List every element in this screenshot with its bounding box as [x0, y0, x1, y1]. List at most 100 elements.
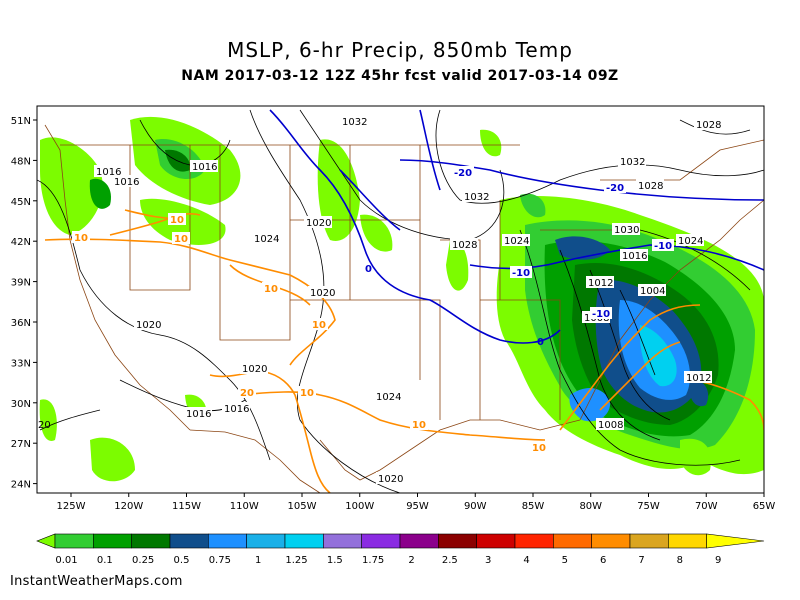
legend-label: 3 — [485, 555, 491, 566]
lat-tick-label: 27N — [11, 439, 31, 450]
lon-tick-label: 65W — [753, 501, 776, 512]
legend-box — [668, 533, 707, 549]
isobar-label: 1028 — [452, 240, 477, 251]
legend-label: 0.01 — [55, 555, 77, 566]
legend-arrow-right — [706, 533, 765, 549]
legend-label: 1.75 — [362, 555, 384, 566]
lon-tick-label: 100W — [345, 501, 374, 512]
isobar-label: 1008 — [598, 420, 623, 431]
isobar-label: 1028 — [638, 181, 663, 192]
legend-box — [208, 533, 247, 549]
temp-label: 20 — [240, 388, 254, 399]
legend-label: 0.1 — [97, 555, 113, 566]
legend-arrow-left — [36, 533, 56, 549]
isobar-label: 1020 — [136, 320, 161, 331]
isobar-label: 1024 — [504, 236, 529, 247]
isobar-label: 1020 — [378, 474, 403, 485]
legend-label: 5 — [562, 555, 568, 566]
temp-label: 10 — [170, 215, 184, 226]
temp-label: 10 — [174, 234, 188, 245]
isobar-label: 1032 — [464, 192, 489, 203]
legend-color-boxes — [36, 533, 765, 549]
temp-label: -10 — [654, 241, 672, 252]
legend-label: 1.5 — [327, 555, 343, 566]
lat-tick-label: 36N — [11, 318, 31, 329]
site-credit: InstantWeatherMaps.com — [10, 574, 183, 589]
lon-tick-label: 125W — [57, 501, 86, 512]
isobar-label: 1020 — [242, 364, 267, 375]
isobar-labels: 1032 1028 1016 1016 1016 1032 1020 1024 … — [38, 115, 722, 485]
temp-labels: -20 -20 -10 -10 10 10 10 10 10 20 10 10 … — [72, 166, 674, 454]
isobar-label: 1024 — [678, 236, 703, 247]
legend-box — [361, 533, 401, 549]
legend-box — [553, 533, 592, 549]
temp-label: 0 — [537, 337, 544, 348]
lat-tick-label: 45N — [11, 197, 31, 208]
isobar-label: 1016 — [224, 404, 249, 415]
legend-label: 7 — [638, 555, 644, 566]
isobar-label: 1032 — [342, 117, 367, 128]
lon-tick-label: 90W — [464, 501, 487, 512]
temp-label: 10 — [312, 320, 326, 331]
legend-box — [246, 533, 286, 549]
legend-box — [323, 533, 362, 549]
lon-tick-label: 95W — [406, 501, 429, 512]
legend-box — [514, 533, 554, 549]
isobar-label: 1016 — [96, 167, 121, 178]
temp-label: 0 — [365, 264, 372, 275]
lon-tick-label: 80W — [579, 501, 602, 512]
isobar-label: 1016 — [114, 177, 139, 188]
isobar-label: 20 — [38, 420, 51, 431]
temp-contours-cold — [269, 109, 764, 344]
map-subtitle: NAM 2017-03-12 12Z 45hr fcst valid 2017-… — [181, 68, 619, 84]
isobar-label: 1020 — [310, 288, 335, 299]
map-frame — [36, 105, 765, 494]
temp-label: -20 — [606, 183, 624, 194]
longitude-axis: 125W 120W 115W 110W 105W 100W 95W 90W 85W 80W 75W 7… — [57, 493, 776, 512]
lon-tick-label: 105W — [288, 501, 317, 512]
lat-tick-label: 39N — [11, 278, 31, 289]
legend-box — [54, 533, 94, 549]
lat-tick-label: 48N — [11, 156, 31, 167]
isobar-label: 1004 — [640, 286, 665, 297]
isobar-label: 1016 — [192, 162, 217, 173]
legend-box — [131, 533, 171, 549]
lon-tick-label: 85W — [522, 501, 545, 512]
legend-label: 0.5 — [174, 555, 190, 566]
temp-label: -10 — [512, 268, 530, 279]
legend-label: 4 — [523, 555, 529, 566]
isobar-label: 1030 — [614, 225, 639, 236]
legend-box — [399, 533, 439, 549]
legend-label: 2 — [408, 555, 414, 566]
isobar-label: 1024 — [376, 392, 401, 403]
temp-label: 10 — [74, 233, 88, 244]
lat-tick-label: 24N — [11, 480, 31, 491]
legend-label: 0.75 — [209, 555, 231, 566]
precip-areas — [39, 116, 764, 482]
isobar-label: 1016 — [186, 409, 211, 420]
lon-tick-label: 75W — [637, 501, 660, 512]
legend-label: 2.5 — [442, 555, 458, 566]
isobar-label: 1020 — [306, 218, 331, 229]
lon-tick-label: 70W — [695, 501, 718, 512]
map-title: MSLP, 6-hr Precip, 850mb Temp — [227, 38, 573, 62]
legend-label: 8 — [677, 555, 683, 566]
temp-label: 10 — [412, 420, 426, 431]
legend-label: 9 — [715, 555, 721, 566]
legend-box — [93, 533, 132, 549]
lon-tick-label: 115W — [172, 501, 201, 512]
isobar-label: 1028 — [696, 120, 721, 131]
temp-label: -10 — [592, 309, 610, 320]
legend-label: 1.25 — [285, 555, 307, 566]
legend-box — [438, 533, 477, 549]
temp-label: 10 — [300, 388, 314, 399]
legend-box — [629, 533, 669, 549]
temp-label: 10 — [264, 284, 278, 295]
lat-tick-label: 33N — [11, 358, 31, 369]
legend-label: 6 — [600, 555, 606, 566]
temp-label: 10 — [532, 443, 546, 454]
lat-tick-label: 51N — [11, 116, 31, 127]
latitude-axis: 51N 48N 45N 42N 39N 36N 33N 30N 27N 24N — [11, 116, 37, 491]
